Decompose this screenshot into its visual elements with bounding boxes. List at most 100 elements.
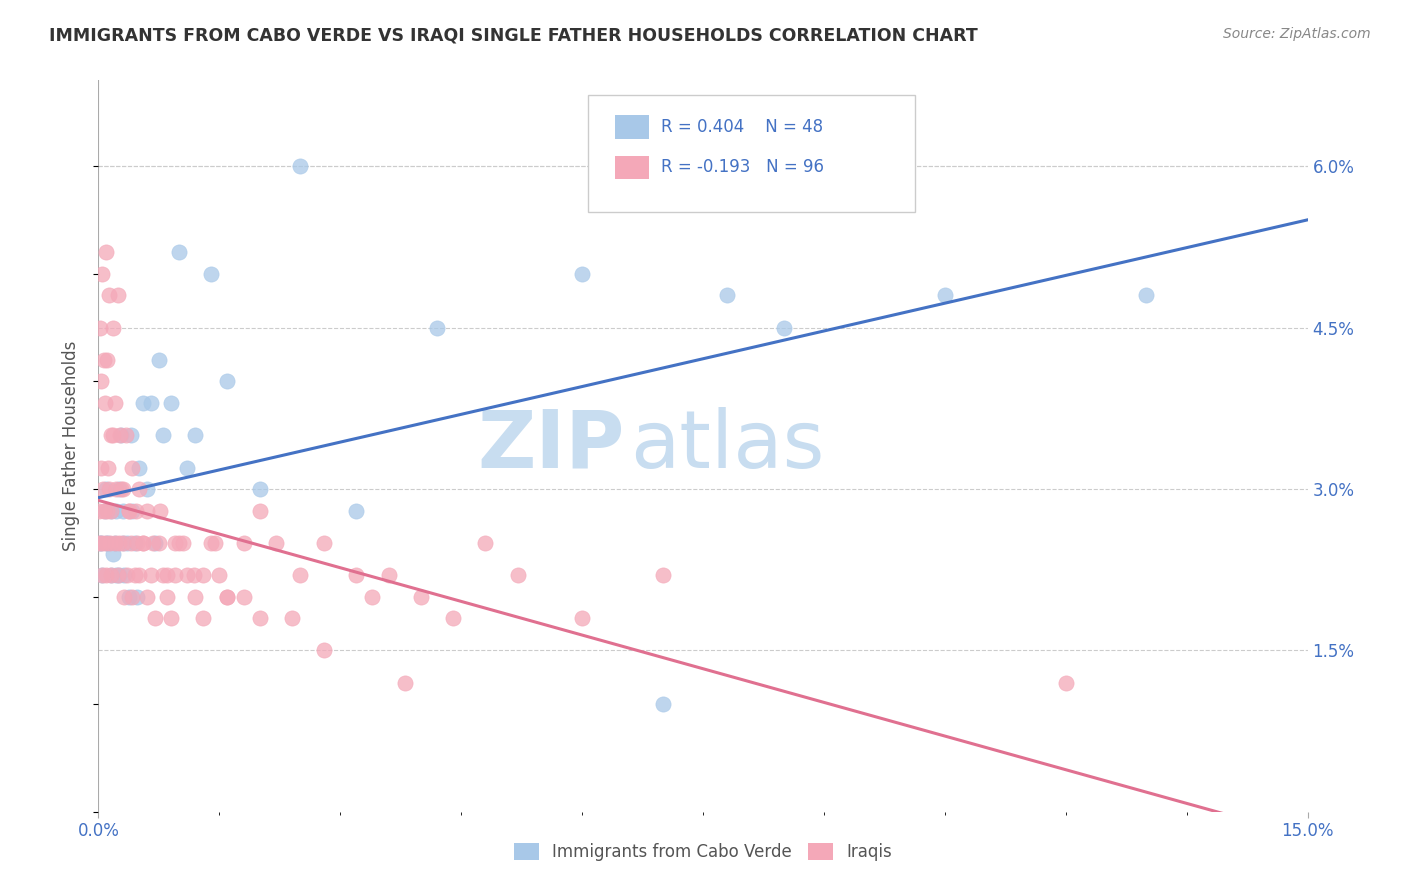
Point	[105, 503, 128, 517]
Point	[249, 611, 271, 625]
Point	[112, 590, 135, 604]
Point	[152, 428, 174, 442]
Point	[149, 503, 172, 517]
Point	[139, 568, 162, 582]
Point	[156, 568, 179, 582]
Point	[89, 320, 111, 334]
Point	[90, 536, 112, 550]
Point	[107, 568, 129, 582]
Point	[115, 536, 138, 550]
Point	[183, 568, 205, 582]
Point	[108, 428, 131, 442]
Point	[441, 611, 464, 625]
Point	[118, 503, 141, 517]
Point	[97, 482, 120, 496]
Point	[94, 396, 117, 410]
Point	[118, 503, 141, 517]
Point	[217, 375, 239, 389]
Point	[91, 568, 114, 582]
Point	[772, 320, 794, 334]
Point	[148, 536, 170, 550]
Point	[124, 536, 146, 550]
Point	[96, 568, 118, 582]
Point	[112, 568, 135, 582]
Point	[94, 536, 117, 550]
Point	[281, 611, 304, 625]
Text: Source: ZipAtlas.com: Source: ZipAtlas.com	[1223, 27, 1371, 41]
Point	[100, 428, 122, 442]
Point	[101, 547, 124, 561]
Point	[176, 460, 198, 475]
Point	[142, 536, 165, 550]
Point	[184, 428, 207, 442]
Point	[100, 503, 122, 517]
Point	[101, 320, 124, 334]
Point	[96, 536, 118, 550]
Point	[288, 568, 311, 582]
Point	[200, 267, 222, 281]
Point	[90, 375, 112, 389]
Point	[93, 503, 115, 517]
Point	[156, 590, 179, 604]
Point	[184, 590, 207, 604]
Point	[314, 643, 336, 657]
Point	[344, 568, 367, 582]
Point	[409, 590, 432, 604]
Point	[128, 482, 150, 496]
Point	[104, 396, 127, 410]
Point	[111, 482, 134, 496]
Point	[97, 536, 120, 550]
Point	[107, 482, 129, 496]
Point	[167, 536, 190, 550]
Text: ZIP: ZIP	[477, 407, 624, 485]
Point	[160, 396, 183, 410]
Point	[361, 590, 384, 604]
Point	[1135, 288, 1157, 302]
Point	[89, 536, 111, 550]
Point	[139, 396, 162, 410]
Point	[100, 503, 122, 517]
Point	[96, 503, 118, 517]
Point	[377, 568, 399, 582]
Point	[96, 482, 118, 496]
Point	[114, 428, 136, 442]
Point	[135, 482, 157, 496]
Point	[264, 536, 287, 550]
Point	[426, 320, 449, 334]
Point	[200, 536, 222, 550]
Point	[132, 536, 155, 550]
Point	[124, 568, 146, 582]
Point	[111, 503, 134, 517]
Text: R = 0.404    N = 48: R = 0.404 N = 48	[661, 118, 823, 136]
Point	[91, 482, 114, 496]
Point	[135, 503, 157, 517]
Point	[97, 288, 120, 302]
Point	[108, 536, 131, 550]
Point	[176, 568, 198, 582]
Point	[394, 675, 416, 690]
Point	[121, 460, 143, 475]
Point	[249, 482, 271, 496]
Point	[111, 536, 134, 550]
Point	[110, 482, 132, 496]
Point	[127, 536, 149, 550]
Point	[91, 536, 114, 550]
Point	[90, 460, 112, 475]
Point	[128, 568, 150, 582]
Point	[571, 267, 593, 281]
Point	[89, 536, 111, 550]
Point	[193, 611, 215, 625]
Point	[121, 590, 143, 604]
Point	[100, 568, 122, 582]
Point	[120, 428, 142, 442]
Point	[124, 503, 146, 517]
Point	[127, 590, 149, 604]
Point	[132, 536, 155, 550]
Point	[167, 245, 190, 260]
Point	[172, 536, 194, 550]
Point	[105, 568, 128, 582]
Point	[232, 536, 254, 550]
Point	[96, 353, 118, 368]
Point	[128, 460, 150, 475]
FancyBboxPatch shape	[588, 95, 915, 212]
